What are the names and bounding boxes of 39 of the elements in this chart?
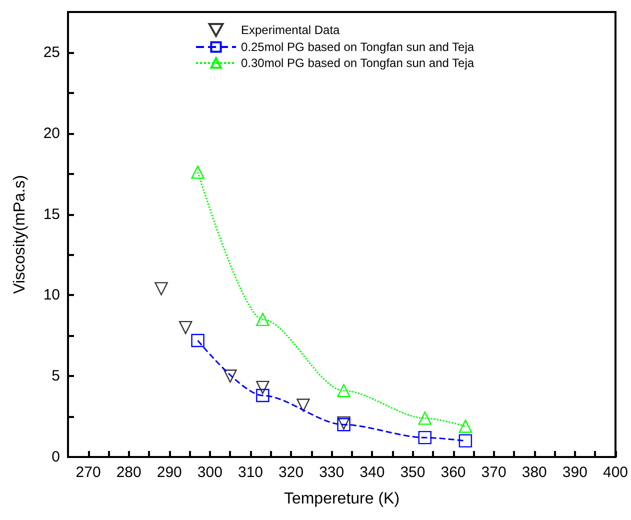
x-tick-label: 270: [76, 464, 101, 481]
legend-label: 0.25mol PG based on Tongfan sun and Teja: [241, 40, 474, 54]
point: [256, 388, 270, 402]
y-tick-label: 25: [43, 44, 60, 61]
legend-label: 0.30mol PG based on Tongfan sun and Teja: [241, 56, 474, 70]
point: [191, 166, 204, 179]
x-tick-label: 340: [360, 464, 385, 481]
x-tick-label: 400: [602, 464, 628, 481]
point: [256, 380, 270, 394]
y-tick-label: 15: [43, 206, 60, 223]
x-tick-label: 330: [319, 464, 344, 481]
x-tick-label: 300: [197, 464, 222, 481]
point: [191, 334, 204, 348]
y-tick-label: 5: [52, 368, 60, 385]
x-tick-label: 310: [238, 464, 264, 481]
x-tick-label: 360: [440, 464, 466, 481]
x-tick-label: 280: [116, 464, 142, 481]
point: [179, 320, 192, 334]
point: [154, 282, 168, 296]
point: [256, 312, 270, 326]
x-tick-label: 290: [156, 464, 182, 481]
x-axis-title: Tempereture (K): [284, 490, 400, 508]
point: [337, 384, 350, 398]
point: [458, 420, 472, 433]
y-axis-title: Viscosity(mPa.s): [12, 175, 28, 294]
x-tick-label: 350: [400, 464, 426, 481]
x-tick-label: 320: [278, 464, 304, 481]
legend-label: Experimental Data: [241, 23, 340, 37]
x-tick-label: 370: [481, 464, 506, 481]
y-tick-label: 20: [43, 124, 60, 142]
x-tick-label: 380: [522, 464, 547, 481]
point: [224, 369, 237, 383]
point: [418, 412, 432, 425]
y-tick-label: 10: [43, 286, 60, 304]
y-tick-label: 0: [52, 448, 60, 466]
point: [458, 434, 472, 448]
point: [418, 430, 432, 444]
point: [296, 398, 310, 412]
x-tick-label: 390: [562, 464, 588, 481]
